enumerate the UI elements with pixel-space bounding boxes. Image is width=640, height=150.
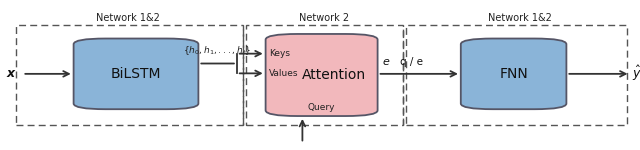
Text: Network 1&2: Network 1&2	[96, 13, 160, 22]
Bar	[246, 25, 403, 125]
Bar	[16, 25, 243, 125]
Text: Keys: Keys	[269, 49, 290, 58]
FancyBboxPatch shape	[74, 39, 198, 109]
Text: Query: Query	[308, 103, 335, 112]
Text: q / e: q / e	[400, 57, 423, 67]
Text: q: q	[299, 148, 306, 150]
Text: x: x	[6, 67, 15, 80]
FancyBboxPatch shape	[461, 39, 566, 109]
Text: Attention: Attention	[302, 68, 367, 82]
FancyBboxPatch shape	[266, 34, 378, 116]
Text: e: e	[383, 57, 390, 67]
Bar	[406, 25, 627, 125]
Text: FNN: FNN	[499, 67, 528, 81]
Text: Network 1&2: Network 1&2	[488, 13, 552, 22]
Text: Network 2: Network 2	[300, 13, 349, 22]
Text: $\hat{y}$: $\hat{y}$	[632, 64, 640, 83]
Text: $\{h_0,h_1,...,h_t\}$: $\{h_0,h_1,...,h_t\}$	[184, 44, 252, 57]
Text: Values: Values	[269, 69, 298, 78]
Text: BiLSTM: BiLSTM	[111, 67, 161, 81]
